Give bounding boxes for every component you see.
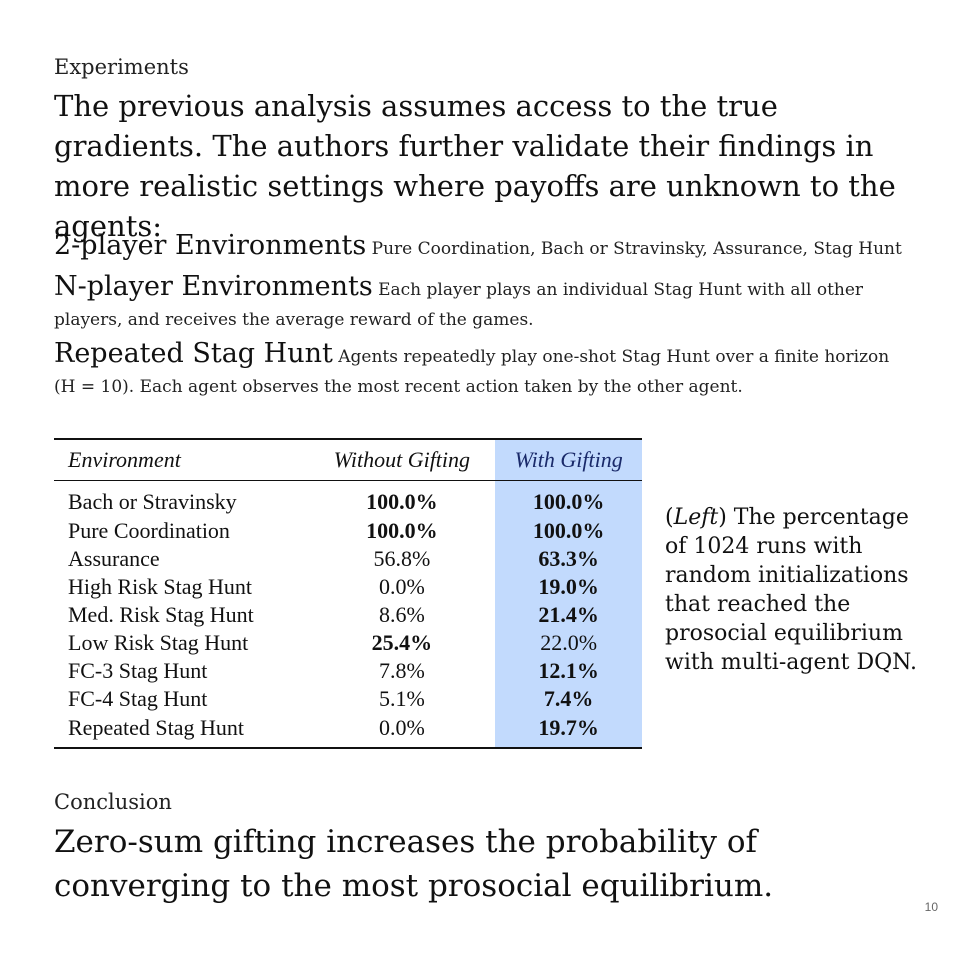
cell-environment: Pure Coordination [68, 518, 230, 543]
cell-without-gifting: 56.8% [373, 546, 431, 571]
table-row: High Risk Stag Hunt 0.0% 19.0% [54, 573, 642, 601]
env-nplayer: N-player Environments Each player plays … [54, 272, 914, 335]
cell-without-gifting: 0.0% [378, 574, 425, 599]
env-2player-desc: Pure Coordination, Bach or Stravinsky, A… [371, 239, 902, 259]
caption-rest: ) The percentage of 1024 runs with rando… [665, 505, 917, 675]
results-table: Environment Without Gifting With Gifting… [54, 438, 642, 749]
experiments-lead: The previous analysis assumes access to … [54, 89, 896, 243]
header-environment: Environment [54, 438, 309, 481]
table-row: Low Risk Stag Hunt 25.4% 22.0% [54, 629, 642, 657]
caption-open: ( [665, 505, 674, 530]
env-2player-title: 2-player Environments [54, 230, 367, 261]
env-nplayer-desc: Each player plays an individual Stag Hun… [54, 280, 864, 330]
cell-environment: Repeated Stag Hunt [54, 713, 309, 749]
header-with-gifting: With Gifting [495, 438, 642, 481]
cell-with-gifting: 7.4% [495, 685, 642, 713]
table-row: Pure Coordination 100.0% 100.0% [54, 517, 642, 545]
table-row: FC-4 Stag Hunt 5.1% 7.4% [54, 685, 642, 713]
cell-with-gifting: 100.0% [495, 480, 642, 517]
cell-environment: High Risk Stag Hunt [68, 574, 252, 599]
table-row: Assurance 56.8% 63.3% [54, 545, 642, 573]
env-repeated: Repeated Stag Hunt Agents repeatedly pla… [54, 339, 914, 402]
cell-environment: FC-3 Stag Hunt [68, 658, 208, 683]
cell-without-gifting: 0.0% [308, 713, 496, 749]
cell-with-gifting: 12.1% [495, 657, 642, 685]
env-repeated-desc: Agents repeatedly play one-shot Stag Hun… [54, 347, 890, 397]
conclusion-text: Zero-sum gifting increases the probabili… [54, 824, 774, 904]
env-repeated-title: Repeated Stag Hunt [54, 338, 333, 369]
env-2player: 2-player Environments Pure Coordination,… [54, 231, 924, 264]
table-row: Med. Risk Stag Hunt 8.6% 21.4% [54, 601, 642, 629]
cell-environment: Bach or Stravinsky [68, 489, 237, 514]
results-table-container: Environment Without Gifting With Gifting… [54, 438, 642, 749]
table-caption: (Left) The percentage of 1024 runs with … [665, 503, 925, 677]
cell-without-gifting: 25.4% [371, 630, 433, 655]
page-number: 10 [924, 900, 938, 914]
cell-without-gifting: 7.8% [378, 658, 425, 683]
cell-with-gifting: 22.0% [495, 629, 642, 657]
conclusion-label: Conclusion [54, 790, 172, 814]
cell-with-gifting: 19.7% [495, 713, 642, 749]
cell-environment: Assurance [68, 546, 160, 571]
cell-without-gifting: 8.6% [378, 602, 425, 627]
cell-environment: Low Risk Stag Hunt [68, 630, 249, 655]
table-header-row: Environment Without Gifting With Gifting [54, 438, 642, 481]
experiments-label: Experiments [54, 55, 189, 79]
cell-environment: Med. Risk Stag Hunt [68, 602, 254, 627]
env-nplayer-title: N-player Environments [54, 271, 373, 302]
table-body: Bach or Stravinsky 100.0% 100.0% Pure Coord… [54, 480, 642, 749]
cell-with-gifting: 19.0% [495, 573, 642, 601]
cell-with-gifting: 100.0% [495, 517, 642, 545]
table-row: Repeated Stag Hunt 0.0% 19.7% [54, 713, 642, 749]
cell-without-gifting: 100.0% [366, 518, 438, 543]
header-without-gifting: Without Gifting [308, 438, 496, 481]
cell-without-gifting: 5.1% [378, 686, 425, 711]
table-row: FC-3 Stag Hunt 7.8% 12.1% [54, 657, 642, 685]
table-row: Bach or Stravinsky 100.0% 100.0% [54, 480, 642, 517]
cell-environment: FC-4 Stag Hunt [68, 686, 208, 711]
caption-italic: Left [673, 505, 719, 530]
cell-with-gifting: 21.4% [495, 601, 642, 629]
cell-with-gifting: 63.3% [495, 545, 642, 573]
cell-without-gifting: 100.0% [366, 489, 438, 514]
